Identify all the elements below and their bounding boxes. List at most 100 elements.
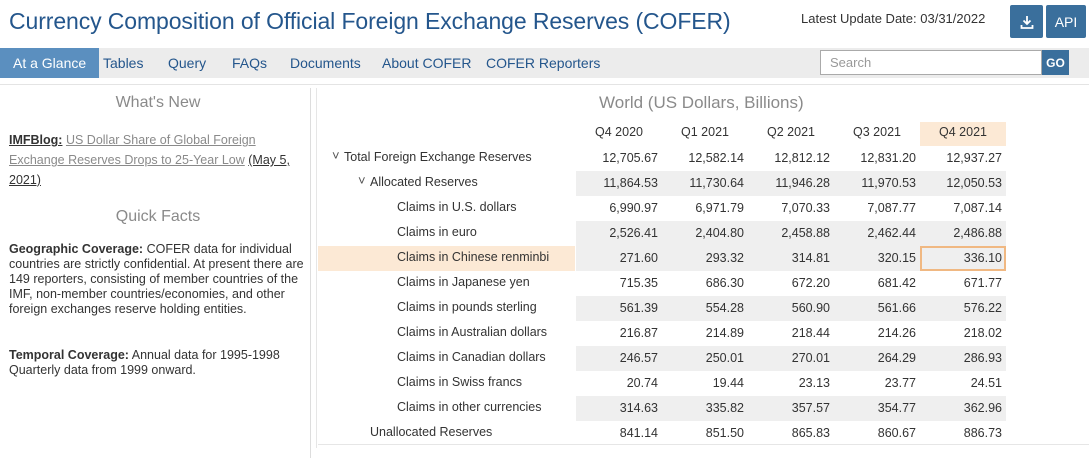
- row-label: Claims in pounds sterling: [397, 300, 537, 314]
- table-cell[interactable]: 672.20: [791, 276, 830, 290]
- row-label: Unallocated Reserves: [370, 425, 493, 439]
- table-cell[interactable]: 314.81: [748, 246, 834, 271]
- table-cell[interactable]: 216.87: [619, 326, 658, 340]
- table-cell[interactable]: 11,864.53: [576, 171, 662, 196]
- expand-chevron-icon[interactable]: ˅: [358, 173, 366, 188]
- table-row[interactable]: Claims in euro 2,526.41 2,404.80 2,458.88 2,…: [318, 221, 1018, 246]
- nav-query[interactable]: Query: [168, 55, 207, 71]
- table-cell[interactable]: 7,087.14: [953, 201, 1002, 215]
- table-cell[interactable]: 860.67: [877, 426, 916, 440]
- table-cell[interactable]: 214.26: [877, 326, 916, 340]
- table-cell[interactable]: 357.57: [748, 396, 834, 421]
- table-cell[interactable]: 2,458.88: [748, 221, 834, 246]
- table-row[interactable]: Claims in Australian dollars 216.87 214.89…: [318, 321, 1018, 346]
- column-header[interactable]: Q2 2021: [767, 125, 815, 139]
- table-cell[interactable]: 246.57: [576, 346, 662, 371]
- table-cell[interactable]: 671.77: [963, 276, 1002, 290]
- table-cell[interactable]: 6,971.79: [695, 201, 744, 215]
- table-cell[interactable]: 2,486.88: [920, 221, 1006, 246]
- table-cell[interactable]: 11,730.64: [662, 171, 748, 196]
- table-cell[interactable]: 12,812.12: [774, 151, 830, 165]
- table-cell[interactable]: 24.51: [970, 376, 1002, 390]
- table-cell[interactable]: 6,990.97: [609, 201, 658, 215]
- table-cell[interactable]: 561.39: [576, 296, 662, 321]
- quick-facts-heading: Quick Facts: [115, 208, 201, 225]
- table-cell[interactable]: 865.83: [791, 426, 830, 440]
- table-cell[interactable]: 314.63: [576, 396, 662, 421]
- table-cell[interactable]: 218.02: [963, 326, 1002, 340]
- table-cell[interactable]: 554.28: [662, 296, 748, 321]
- table-cell[interactable]: 686.30: [705, 276, 744, 290]
- table-row[interactable]: ˅ Allocated Reserves 11,864.53 11,730.64 11,…: [318, 171, 1018, 196]
- table-cell[interactable]: 250.01: [662, 346, 748, 371]
- table-title: World (US Dollars, Billions): [599, 93, 804, 112]
- nav-documents[interactable]: Documents: [290, 55, 361, 71]
- row-label: Claims in Japanese yen: [397, 275, 530, 289]
- table-cell[interactable]: 7,070.33: [781, 201, 830, 215]
- column-header[interactable]: Q3 2021: [853, 125, 901, 139]
- column-header[interactable]: Q4 2021: [920, 122, 1006, 146]
- table-cell[interactable]: 335.82: [662, 396, 748, 421]
- table-cell[interactable]: 214.89: [705, 326, 744, 340]
- table-cell[interactable]: 20.74: [626, 376, 658, 390]
- table-cell[interactable]: 12,050.53: [920, 171, 1006, 196]
- table-row[interactable]: Claims in Japanese yen 715.35 686.30 672.20…: [318, 271, 1018, 296]
- row-label: Allocated Reserves: [370, 175, 478, 189]
- table-cell[interactable]: 7,087.77: [867, 201, 916, 215]
- table-cell[interactable]: 2,526.41: [576, 221, 662, 246]
- table-cell[interactable]: 286.93: [920, 346, 1006, 371]
- table-cell[interactable]: 293.32: [662, 246, 748, 271]
- table-cell[interactable]: 576.22: [920, 296, 1006, 321]
- table-cell[interactable]: 851.50: [705, 426, 744, 440]
- column-header[interactable]: Q4 2020: [595, 125, 643, 139]
- table-cell[interactable]: 270.01: [748, 346, 834, 371]
- table-cell[interactable]: 264.29: [834, 346, 920, 371]
- table-cell[interactable]: 23.13: [798, 376, 830, 390]
- table-cell[interactable]: 12,831.20: [860, 151, 916, 165]
- table-row[interactable]: Claims in pounds sterling 561.39 554.28 560…: [318, 296, 1018, 321]
- table-cell[interactable]: 12,705.67: [602, 151, 658, 165]
- blog-label: IMFBlog:: [9, 133, 63, 147]
- geographic-coverage: Geographic Coverage: COFER data for indi…: [9, 242, 311, 317]
- table-cell[interactable]: 19.44: [712, 376, 744, 390]
- header: Currency Composition of Official Foreign…: [0, 0, 1089, 48]
- table-cell[interactable]: 12,937.27: [946, 151, 1002, 165]
- table-cell[interactable]: 354.77: [834, 396, 920, 421]
- table-row[interactable]: Claims in Chinese renminbi 271.60 293.32 31…: [318, 246, 1018, 271]
- download-button[interactable]: [1010, 5, 1043, 38]
- table-cell[interactable]: 12,582.14: [688, 151, 744, 165]
- table-cell[interactable]: 561.66: [834, 296, 920, 321]
- nav-tables[interactable]: Tables: [103, 55, 144, 71]
- nav-faqs[interactable]: FAQs: [232, 55, 268, 71]
- table-row[interactable]: Unallocated Reserves 841.14 851.50 865.83 86…: [318, 421, 1018, 446]
- table-row[interactable]: ˅ Total Foreign Exchange Reserves 12,705.6…: [318, 146, 1018, 171]
- blog-link[interactable]: US Dollar Share of Global Foreign Exchan…: [9, 133, 256, 167]
- table-cell[interactable]: 715.35: [619, 276, 658, 290]
- search-input[interactable]: Search: [820, 50, 1042, 75]
- nav-cofer-reporters[interactable]: COFER Reporters: [486, 55, 601, 71]
- table-cell[interactable]: 23.77: [884, 376, 916, 390]
- table-row[interactable]: Claims in Canadian dollars 246.57 250.01 27…: [318, 346, 1018, 371]
- table-cell[interactable]: 271.60: [576, 246, 662, 271]
- table-row[interactable]: Claims in other currencies 314.63 335.82 35…: [318, 396, 1018, 421]
- table-cell[interactable]: 320.15: [834, 246, 920, 271]
- table-row[interactable]: Claims in U.S. dollars 6,990.97 6,971.79 7,…: [318, 196, 1018, 221]
- table-cell[interactable]: 2,462.44: [834, 221, 920, 246]
- nav-at-a-glance[interactable]: At a Glance: [0, 48, 100, 78]
- nav-about-cofer[interactable]: About COFER: [382, 55, 472, 71]
- table-cell[interactable]: 2,404.80: [662, 221, 748, 246]
- table-cell[interactable]: 841.14: [619, 426, 658, 440]
- api-button[interactable]: API: [1046, 5, 1086, 38]
- table-cell[interactable]: 11,970.53: [834, 171, 920, 196]
- table-cell[interactable]: 560.90: [748, 296, 834, 321]
- expand-chevron-icon[interactable]: ˅: [332, 148, 340, 163]
- table-cell[interactable]: 681.42: [877, 276, 916, 290]
- table-cell[interactable]: 218.44: [791, 326, 830, 340]
- table-cell[interactable]: 11,946.28: [748, 171, 834, 196]
- table-cell[interactable]: 362.96: [920, 396, 1006, 421]
- table-cell[interactable]: 336.10: [920, 246, 1006, 271]
- go-button[interactable]: GO: [1042, 50, 1069, 75]
- column-header[interactable]: Q1 2021: [681, 125, 729, 139]
- table-row[interactable]: Claims in Swiss francs 20.74 19.44 23.13 23.…: [318, 371, 1018, 396]
- table-cell[interactable]: 886.73: [963, 426, 1002, 440]
